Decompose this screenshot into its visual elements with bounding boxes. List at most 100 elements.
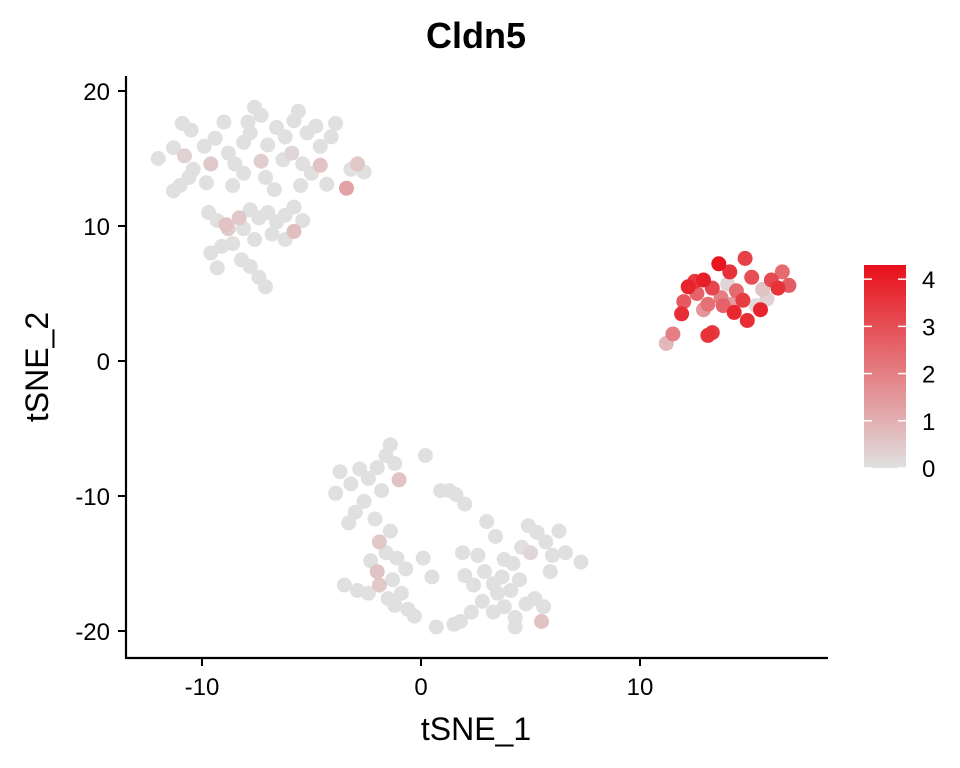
scatter-point (428, 619, 444, 635)
scatter-point (735, 292, 751, 308)
scatter-point (196, 138, 212, 154)
scatter-point (529, 525, 545, 540)
x-tick-label: -10 (185, 674, 220, 701)
scatter-point (755, 281, 771, 297)
color-legend: 0 1 2 3 4 (864, 265, 935, 483)
scatter-point (203, 156, 219, 172)
scatter-point (737, 250, 753, 266)
y-tick-label: 20 (83, 79, 110, 106)
scatter-point (479, 514, 495, 530)
scatter-point (260, 205, 276, 220)
scatter-point (328, 115, 344, 131)
scatter-point (696, 272, 711, 288)
scatter-point (181, 169, 197, 185)
scatter-point (207, 130, 223, 146)
scatter-point (371, 577, 387, 593)
scatter-point (470, 547, 486, 563)
scatter-point (700, 296, 716, 312)
scatter-point (177, 148, 192, 164)
scatter-point (494, 569, 510, 585)
scatter-point (680, 279, 696, 295)
scatter-point (339, 180, 354, 196)
scatter-point (490, 585, 506, 601)
scatter-point (424, 569, 440, 585)
scatter-point (367, 511, 383, 527)
scatter-point (512, 572, 527, 588)
scatter-point (214, 238, 230, 254)
scatter-point (665, 326, 681, 342)
x-axis-label: tSNE_1 (421, 711, 531, 747)
y-axis-label: tSNE_2 (19, 312, 55, 422)
scatter-point (382, 523, 398, 539)
scatter-point (227, 156, 243, 172)
points-layer (150, 99, 797, 635)
scatter-point (448, 487, 464, 503)
legend-tick-label: 0 (922, 456, 935, 483)
scatter-point (700, 327, 716, 343)
scatter-point (711, 256, 727, 272)
scatter-point (488, 529, 503, 544)
scatter-point (350, 583, 365, 598)
legend-tick-label: 2 (922, 362, 935, 389)
scatter-point (371, 534, 387, 550)
scatter-point (477, 564, 492, 580)
x-ticks: -10 0 10 (185, 658, 653, 701)
scatter-point (536, 599, 552, 615)
scatter-point (319, 176, 335, 192)
scatter-point (203, 245, 219, 261)
scatter-point (387, 456, 403, 472)
scatter-point (466, 577, 482, 593)
scatter-point (774, 264, 790, 280)
scatter-point (726, 304, 742, 320)
scatter-point (457, 568, 473, 584)
scatter-point (231, 210, 247, 226)
scatter-point (295, 213, 311, 229)
scatter-point (242, 125, 258, 141)
scatter-point (266, 182, 282, 198)
scatter-point (398, 561, 414, 577)
scatter-point (312, 138, 328, 154)
y-tick-label: -20 (75, 619, 110, 646)
scatter-point (503, 583, 519, 598)
scatter-point (150, 151, 166, 166)
scatter-point (387, 597, 403, 613)
scatter-point (328, 485, 344, 501)
scatter-point (166, 140, 181, 156)
scatter-point (336, 577, 352, 593)
legend-tick-label: 4 (922, 267, 935, 294)
scatter-point (253, 153, 269, 169)
scatter-point (382, 437, 398, 453)
scatter-point (505, 556, 521, 571)
scatter-point (198, 175, 214, 191)
scatter-point (218, 217, 234, 233)
legend-tick-label: 1 (922, 409, 935, 436)
scatter-point (341, 515, 357, 531)
color-legend-bar (864, 265, 906, 468)
scatter-point (352, 461, 368, 477)
scatter-point (216, 114, 232, 130)
scatter-point (551, 523, 567, 539)
scatter-point (474, 593, 490, 609)
scatter-point (343, 476, 359, 492)
scatter-point (558, 545, 573, 561)
scatter-point (247, 232, 263, 247)
scatter-point (332, 464, 348, 480)
scatter-point (573, 554, 589, 570)
scatter-point (183, 122, 199, 138)
scatter-point (417, 448, 433, 463)
scatter-point (374, 483, 390, 499)
scatter-point (463, 604, 479, 620)
scatter-point (753, 302, 768, 318)
scatter-point (538, 534, 554, 550)
chart-title: Cldn5 (426, 15, 526, 56)
scatter-point (258, 279, 273, 295)
scatter-point (286, 199, 302, 215)
scatter-point (347, 504, 363, 520)
scatter-point (393, 585, 409, 601)
scatter-point (415, 550, 431, 566)
scatter-point (290, 103, 306, 119)
scatter-point (236, 165, 252, 181)
legend-tick-label: 3 (922, 314, 935, 341)
scatter-point (225, 178, 241, 193)
